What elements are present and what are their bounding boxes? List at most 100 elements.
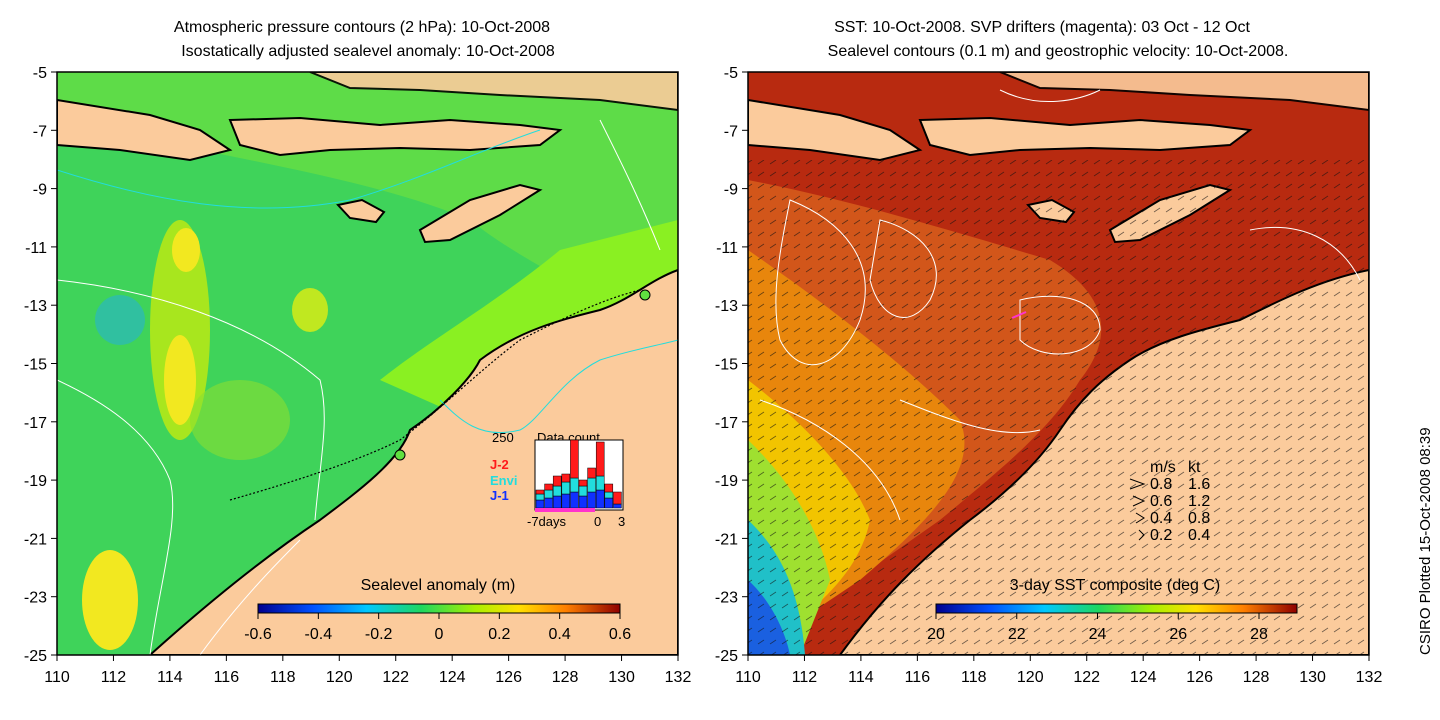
right-y-tick-label: -15	[715, 357, 738, 374]
right-x-tick-label: 132	[1356, 669, 1383, 686]
left-x-tick-label: 114	[157, 669, 183, 686]
inset-bar-segment	[595, 475, 605, 491]
inset-bar-segment	[587, 467, 596, 479]
velocity-legend-header-ms: m/s	[1150, 459, 1176, 476]
inset-bar-segment	[595, 489, 605, 509]
velocity-legend-ms: 0.6	[1150, 493, 1172, 510]
left-x-tick-label: 128	[552, 669, 579, 686]
right-colorbar-tick-label: 26	[1169, 626, 1187, 643]
left-x-tick-label: 120	[326, 669, 353, 686]
inset-bar-segment	[604, 491, 614, 499]
right-colorbar-tick-label: 28	[1250, 626, 1268, 643]
velocity-legend-ms: 0.4	[1150, 510, 1172, 527]
svp-drifter-track	[1011, 311, 1027, 319]
right-y-tick-label: -17	[715, 415, 738, 432]
left-land-timor	[418, 183, 543, 244]
inset-bar-segment	[578, 495, 588, 509]
left-colorbar	[257, 603, 621, 614]
left-y-tick-label: -19	[24, 473, 47, 490]
velocity-legend-kt: 0.4	[1188, 527, 1210, 544]
right-y-tick-label: -23	[715, 590, 738, 607]
right-y-tick-label: -11	[716, 240, 738, 257]
velocity-legend-kt: 0.8	[1188, 510, 1210, 527]
right-x-tick-label: 116	[905, 669, 931, 686]
right-x-tick-label: 120	[1017, 669, 1044, 686]
right-x-tick-label: 128	[1243, 669, 1270, 686]
velocity-legend-ms: 0.2	[1150, 527, 1172, 544]
left-colorbar-tick-label: -0.6	[244, 626, 272, 643]
inset-bar-segment	[613, 503, 622, 509]
right-y-tick-label: -13	[715, 298, 738, 315]
right-title-line1: SST: 10-Oct-2008. SVP drifters (magenta)…	[834, 19, 1250, 36]
left-y-tick-label: -13	[24, 298, 47, 315]
right-y-tick-label: -5	[724, 65, 738, 82]
left-colorbar-ticks: -0.6 -0.4 -0.2 0 0.2 0.4 0.6	[244, 613, 631, 643]
inset-legend-envi: Envi	[490, 473, 517, 488]
velocity-legend-header-kt: kt	[1188, 459, 1201, 476]
left-colorbar-tick-label: -0.4	[305, 626, 333, 643]
inset-bar-segment	[595, 441, 605, 477]
inset-xlabel-end: 3	[618, 514, 625, 529]
left-y-tick-label: -21	[24, 531, 47, 548]
right-map	[748, 72, 1369, 655]
left-y-tick-label: -17	[24, 415, 47, 432]
velocity-legend-kt: 1.6	[1188, 476, 1210, 493]
right-y-tick-label: -25	[715, 648, 738, 665]
inset-bar-segment	[604, 483, 614, 493]
left-x-tick-label: 116	[214, 669, 240, 686]
right-y-tick-label: -9	[724, 182, 738, 199]
axis-ticks: 110 112 114 116 118 120 122 124 126 128 130 132 -5 -7…	[24, 65, 1383, 686]
right-title-line2: Sealevel contours (0.1 m) and geostrophi…	[828, 43, 1289, 60]
left-x-tick-label: 112	[101, 669, 127, 686]
inset-bar-segment	[544, 483, 553, 491]
inset-bar-segment	[587, 491, 596, 509]
left-x-tick-label: 110	[44, 669, 70, 686]
inset-bar-segment	[570, 477, 579, 493]
left-x-tick-label: 124	[439, 669, 466, 686]
left-land-nusa-tenggara	[228, 116, 563, 157]
left-colorbar-title: Sealevel anomaly (m)	[361, 577, 516, 594]
left-colorbar-tick-label: 0.2	[488, 626, 510, 643]
velocity-legend-arrow	[1129, 478, 1146, 490]
left-land-java	[57, 98, 233, 162]
left-x-tick-label: 132	[665, 669, 692, 686]
velocity-legend-arrow	[1135, 512, 1145, 524]
inset-bar-segment	[544, 497, 553, 509]
inset-bar-segment	[552, 475, 562, 487]
inset-bar-segment	[561, 481, 571, 495]
left-x-tick-label: 122	[382, 669, 409, 686]
left-land-sumba	[336, 198, 386, 224]
right-x-tick-label: 126	[1186, 669, 1213, 686]
left-title-line1: Atmospheric pressure contours (2 hPa): 1…	[174, 19, 550, 36]
left-y-tick-label: -5	[33, 65, 47, 82]
inset-bar-segment	[613, 491, 622, 505]
left-y-tick-label: -7	[33, 123, 47, 140]
inset-bar-segment	[561, 473, 571, 483]
left-colorbar-tick-label: -0.2	[365, 626, 393, 643]
inset-bars	[535, 439, 622, 509]
right-x-tick-label: 130	[1299, 669, 1326, 686]
right-land-nusa-tenggara	[918, 116, 1253, 157]
right-x-tick-label: 122	[1073, 669, 1100, 686]
inset-bar-segment	[544, 489, 553, 499]
inset-bar-segment	[535, 489, 545, 495]
right-y-tick-label: -21	[715, 531, 738, 548]
inset-xlabel-start: -7days	[527, 514, 567, 529]
left-y-tick-label: -25	[24, 648, 47, 665]
inset-legend-j2: J-2	[490, 457, 509, 472]
left-y-tick-label: -11	[25, 240, 47, 257]
inset-bar-segment	[604, 497, 614, 509]
right-x-tick-label: 114	[848, 669, 874, 686]
left-x-tick-label: 126	[495, 669, 522, 686]
inset-bar-segment	[578, 485, 588, 497]
inset-bar-segment	[570, 491, 579, 509]
right-colorbar-title: 3-day SST composite (deg C)	[1010, 577, 1220, 594]
left-colorbar-tick-label: 0.6	[609, 626, 631, 643]
geostrophic-velocity-vectors	[748, 160, 1369, 655]
inset-bar-segment	[570, 439, 579, 479]
inset-bar-segment	[561, 493, 571, 509]
right-x-tick-label: 118	[961, 669, 987, 686]
inset-legend-j1: J-1	[490, 488, 509, 503]
velocity-legend-ms: 0.8	[1150, 476, 1172, 493]
inset-bar-segment	[535, 499, 545, 509]
